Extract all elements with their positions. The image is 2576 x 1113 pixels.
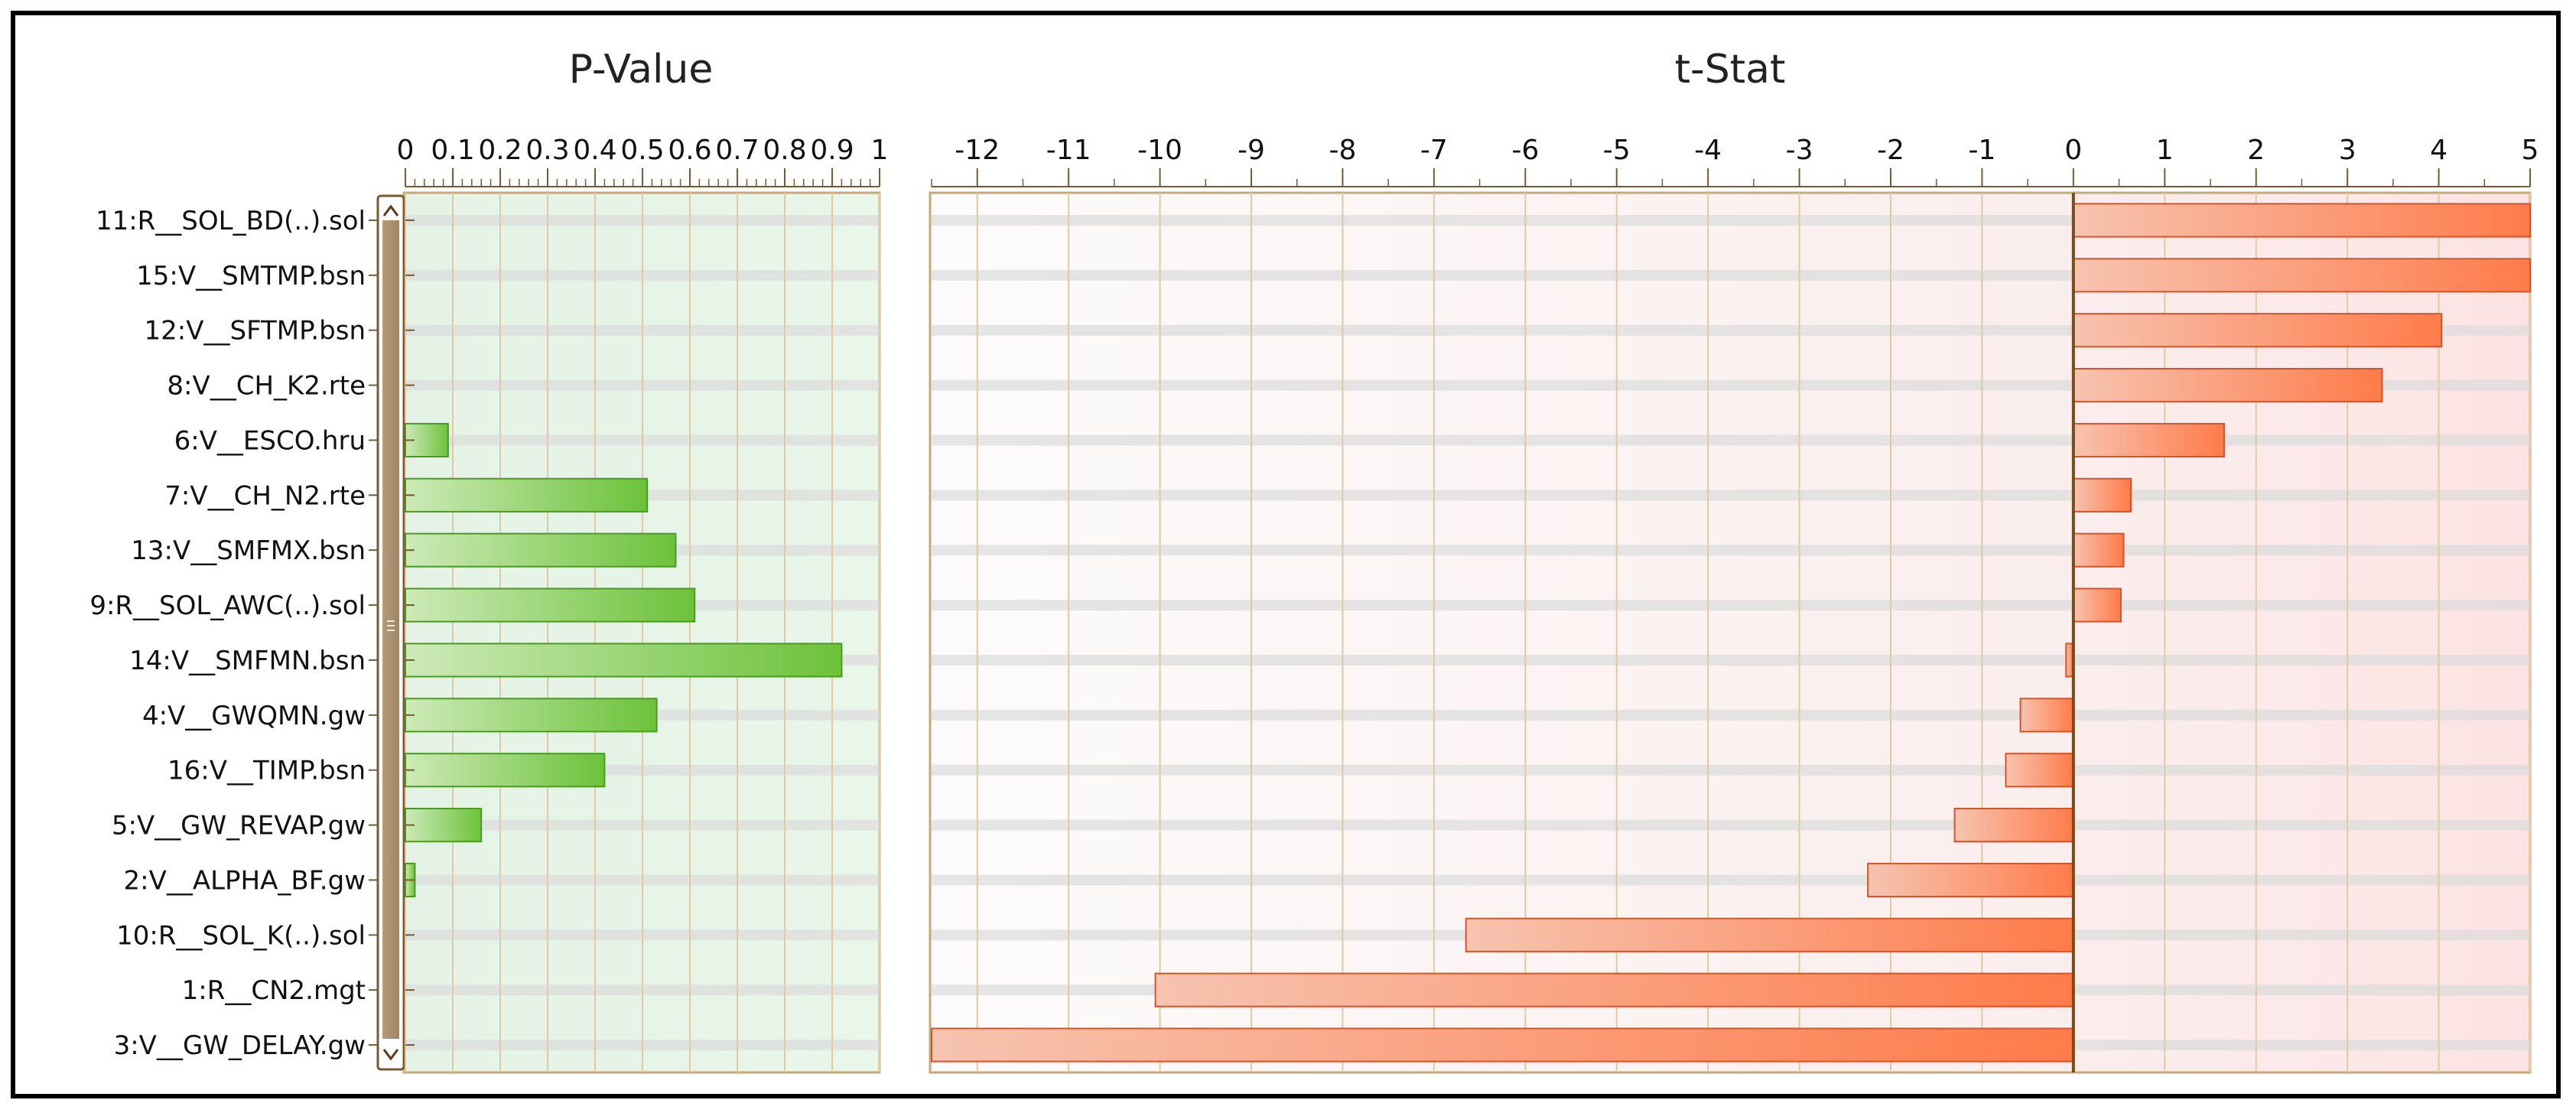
tstat-bar (2072, 477, 2132, 513)
scroll-grip-icon (387, 620, 395, 631)
pvalue-bar (405, 753, 606, 788)
row-label: 3:V__GW_DELAY.gw (114, 1030, 366, 1061)
row-label: 8:V__CH_K2.rte (167, 371, 366, 402)
tstat-tick-label: -9 (1238, 135, 1265, 166)
pvalue-title: P-Value (569, 47, 714, 93)
tstat-bar (2072, 422, 2225, 457)
tstat-tick-label: -4 (1694, 135, 1722, 166)
tstat-tick-label: -2 (1877, 135, 1904, 166)
row-label: 1:R__CN2.mgt (182, 975, 366, 1006)
tstat-bar (931, 1027, 2074, 1063)
tstat-tick-label: 2 (2247, 135, 2265, 166)
tstat-tick-label: 1 (2156, 135, 2174, 166)
tstat-bar (2072, 587, 2122, 623)
chart-svg: P-Value t-Stat 0 0.1 0.2 0.3 0.4 0.5 0.6 0.7 0.8… (89, 47, 2539, 1074)
pvalue-tick-label: 0.9 (810, 135, 854, 166)
tstat-bar (2072, 532, 2125, 568)
tstat-marks: -12 -11 -10 -9 -8 -7 -6 -5 -4 -3 -2 -1 0 1 2 3 4 5 (931, 135, 2539, 1072)
tstat-tick-label: 4 (2430, 135, 2448, 166)
tstat-tick-label: 5 (2522, 135, 2539, 166)
tstat-bar (2072, 203, 2532, 238)
tstat-bar (2019, 698, 2074, 733)
pvalue-bar (405, 643, 843, 678)
row-label: 12:V__SFTMP.bsn (145, 316, 366, 347)
tstat-bar (1953, 808, 2074, 843)
row-label: 10:R__SOL_K(..).sol (116, 920, 366, 951)
tstat-tick-label: -12 (955, 135, 1000, 166)
pvalue-bar (405, 587, 696, 623)
pvalue-marks: 0 0.1 0.2 0.3 0.4 0.5 0.6 0.7 0.8 0.9 1 (397, 135, 889, 1072)
tstat-bar (1867, 862, 2074, 897)
tstat-bar (2072, 368, 2383, 403)
tstat-tick-label: -10 (1137, 135, 1182, 166)
pvalue-tick-label: 0.8 (763, 135, 806, 166)
row-labels: 11:R__SOL_BD(..).sol 15:V__SMTMP.bsn 12:V_… (89, 206, 415, 1061)
row-scrollbar[interactable] (376, 194, 405, 1071)
row-label: 5:V__GW_REVAP.gw (112, 811, 366, 841)
row-label: 9:R__SOL_AWC(..).sol (89, 591, 366, 621)
tstat-tick-label: -1 (1968, 135, 1995, 166)
row-label: 16:V__TIMP.bsn (168, 756, 366, 786)
pvalue-tick-label: 0 (397, 135, 415, 166)
tstat-bar (1465, 917, 2074, 952)
pvalue-tick-label: 0.7 (715, 135, 759, 166)
tstat-bar (2072, 313, 2443, 348)
pvalue-tick-label: 1 (871, 135, 889, 166)
tstat-tick-label: 3 (2339, 135, 2356, 166)
tstat-bar (1154, 972, 2074, 1007)
tstat-tick-label: -5 (1603, 135, 1631, 166)
scroll-up-icon[interactable] (382, 204, 399, 216)
tstat-tick-label: 0 (2064, 135, 2082, 166)
row-label: 15:V__SMTMP.bsn (136, 261, 366, 291)
pvalue-tick-label: 0.4 (573, 135, 616, 166)
pvalue-bar (405, 532, 677, 568)
row-label: 13:V__SMFMX.bsn (131, 535, 366, 566)
chart-frame: P-Value t-Stat 0 0.1 0.2 0.3 0.4 0.5 0.6 0.7 0.8… (11, 11, 2561, 1098)
tstat-bar (2005, 753, 2074, 788)
pvalue-tick-label: 0.3 (525, 135, 569, 166)
pvalue-tick-label: 0.6 (668, 135, 711, 166)
tstat-tick-label: -6 (1511, 135, 1539, 166)
pvalue-tick-label: 0.1 (431, 135, 474, 166)
tstat-tick-label: -3 (1786, 135, 1813, 166)
row-label: 11:R__SOL_BD(..).sol (96, 206, 366, 236)
row-label: 6:V__ESCO.hru (174, 425, 366, 456)
pvalue-tick-label: 0.2 (478, 135, 522, 166)
tstat-bar (2072, 258, 2532, 293)
pvalue-tick-label: 0.5 (620, 135, 664, 166)
row-label: 4:V__GWQMN.gw (142, 701, 366, 731)
row-label: 7:V__CH_N2.rte (164, 480, 366, 511)
row-label: 14:V__SMFMN.bsn (129, 646, 366, 676)
tstat-tick-label: -8 (1329, 135, 1356, 166)
tstat-tick-label: -7 (1420, 135, 1448, 166)
row-label: 2:V__ALPHA_BF.gw (124, 865, 366, 896)
scroll-down-icon[interactable] (382, 1049, 399, 1061)
pvalue-bar (405, 477, 649, 513)
tstat-tick-label: -11 (1046, 135, 1091, 166)
tstat-title: t-Stat (1675, 47, 1786, 93)
pvalue-bar (405, 698, 658, 733)
pvalue-bar (405, 808, 483, 843)
